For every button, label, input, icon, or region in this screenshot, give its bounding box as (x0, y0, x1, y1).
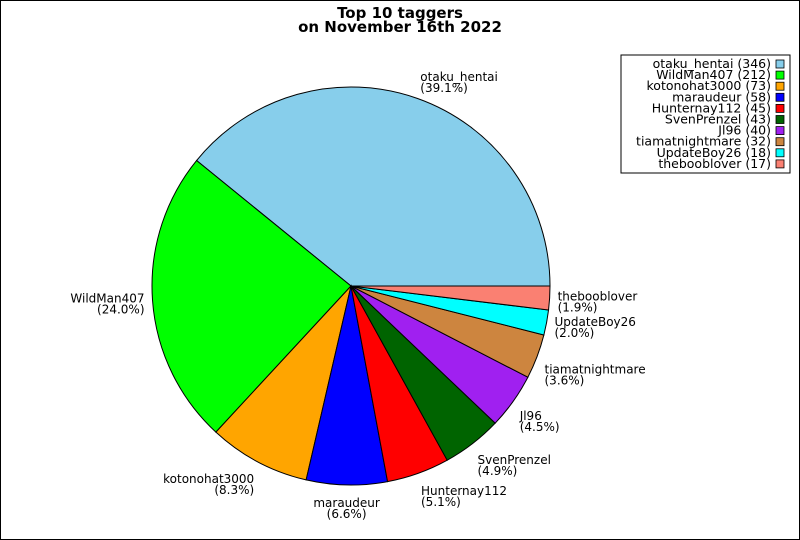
legend-entry-otaku-hentai: otaku_hentai (346) (653, 56, 771, 71)
legend-swatch-thebooblover (775, 159, 785, 169)
legend-swatch-tiamatnightmare (775, 137, 785, 147)
legend-entry-kotonohat3000: kotonohat3000 (73) (647, 78, 772, 93)
slice-percent-maraudeur: (6.6%) (327, 507, 367, 521)
legend-swatch-hunternay112 (775, 104, 785, 113)
slice-label-wildman407: WildMan407 (70, 292, 144, 306)
slice-percent-hunternay112: (5.1%) (421, 495, 461, 509)
slice-label-maraudeur: maraudeur (313, 496, 380, 510)
legend-swatch-kotonohat3000 (775, 81, 785, 91)
slice-label-hunternay112: Hunternay112 (421, 484, 507, 498)
pie-slice-thebooblover (350, 285, 551, 311)
slice-percent-kotonohat3000: (8.3%) (214, 483, 254, 497)
legend-swatch-svenprenzel (775, 115, 785, 124)
legend-swatch-updateboy26 (775, 148, 785, 158)
slice-label-tiamatnightmare: tiamatnightmare (545, 362, 646, 376)
slice-label-jl96: Jl96 (519, 409, 542, 423)
legend-box (620, 54, 791, 174)
legend-swatch-otaku-hentai (775, 59, 785, 69)
slice-percent-tiamatnightmare: (3.6%) (545, 373, 585, 387)
legend-swatch-wildman407 (775, 70, 785, 80)
slice-label-thebooblover: thebooblover (558, 290, 638, 304)
pie-slice-otaku-hentai (195, 86, 551, 287)
legend: otaku_hentai (346)WildMan407 (212)kotono… (620, 54, 791, 174)
pie-slice-wildman407 (151, 159, 352, 433)
pie-slices (151, 86, 551, 486)
chart-subtitle: on November 16th 2022 (298, 18, 502, 36)
legend-entry-wildman407: WildMan407 (212) (656, 67, 771, 82)
slice-labels: otaku_hentai(39.1%) WildMan407(24.0%) koto… (70, 70, 645, 521)
legend-entry-svenprenzel: SvenPrenzel (43) (665, 112, 771, 127)
legend-entry-tiamatnightmare: tiamatnightmare (32) (636, 134, 771, 149)
slice-label-otaku-hentai: otaku_hentai (420, 70, 498, 84)
slice-label-svenprenzel: SvenPrenzel (478, 453, 551, 467)
legend-entry-hunternay112: Hunternay112 (45) (652, 100, 771, 115)
slice-label-kotonohat3000: kotonohat3000 (163, 472, 254, 486)
slice-percent-jl96: (4.5%) (520, 420, 560, 434)
legend-entry-jl96: Jl96 (40) (717, 123, 771, 138)
legend-swatch-jl96 (775, 126, 785, 135)
legend-entry-updateboy26: UpdateBoy26 (18) (657, 145, 771, 160)
slice-label-updateboy26: UpdateBoy26 (555, 315, 636, 329)
slice-percent-svenprenzel: (4.9%) (478, 464, 518, 478)
slice-percent-otaku-hentai: (39.1%) (420, 81, 467, 95)
slice-percent-thebooblover: (1.9%) (558, 301, 598, 315)
legend-entry-maraudeur: maraudeur (58) (672, 89, 771, 104)
slice-percent-wildman407: (24.0%) (97, 303, 144, 317)
slice-percent-updateboy26: (2.0%) (555, 326, 595, 340)
legend-swatch-maraudeur (775, 92, 785, 102)
legend-entry-thebooblover: thebooblover (17) (658, 156, 771, 171)
chart-title: Top 10 taggers (337, 4, 463, 22)
